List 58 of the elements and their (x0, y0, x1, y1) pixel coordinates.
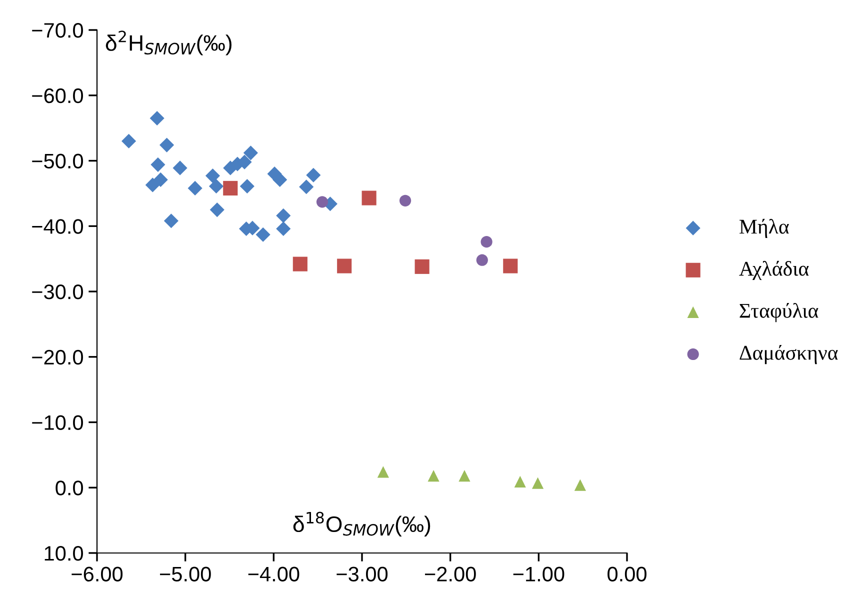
point (476, 254, 488, 266)
x-tick-label: −3.00 (336, 566, 388, 582)
point (299, 180, 314, 194)
point (574, 479, 586, 491)
point (306, 168, 321, 182)
point (514, 476, 526, 488)
point (150, 110, 164, 126)
point (377, 466, 390, 478)
legend-label: Σταφύλια (740, 302, 818, 322)
x-tick-label: −4.00 (248, 566, 300, 582)
point (160, 138, 174, 152)
point (145, 178, 160, 192)
point (223, 180, 238, 196)
y-tick-label: −10.0 (32, 415, 83, 430)
point (150, 157, 166, 172)
y-tick-label: 0.0 (56, 480, 83, 496)
point (164, 214, 178, 228)
point (362, 190, 376, 206)
point (458, 470, 470, 482)
point (153, 172, 168, 187)
point (480, 236, 492, 248)
point (337, 258, 352, 274)
x-axis-title: δ$^{18}$O$_{SMOW}$(‰) (293, 512, 430, 536)
point (188, 180, 202, 196)
point (208, 178, 224, 194)
point (316, 196, 328, 208)
point (256, 227, 270, 242)
legend-label: Μήλα (740, 218, 789, 238)
point (205, 168, 220, 184)
point (272, 172, 288, 187)
x-tick-label: −2.00 (425, 566, 476, 582)
x-tick-label: −1.00 (513, 566, 564, 582)
y-tick-label: −20.0 (32, 350, 83, 365)
point (428, 470, 440, 482)
point (276, 208, 291, 223)
point (172, 160, 188, 176)
point (503, 258, 518, 274)
x-tick-label: −5.00 (160, 566, 211, 582)
point (243, 146, 258, 160)
y-tick-label: −70.0 (32, 23, 83, 38)
point (240, 178, 254, 194)
point (532, 477, 544, 489)
y-tick-label: −60.0 (32, 88, 83, 104)
point (276, 221, 291, 236)
point (122, 134, 136, 148)
x-tick-label: 0.00 (608, 566, 646, 582)
x-tick-label: −6.00 (72, 566, 123, 582)
point (292, 256, 308, 272)
legend-label: Αχλάδια (739, 260, 809, 280)
y-tick-label: −50.0 (32, 154, 83, 169)
point (414, 259, 430, 274)
legend-label: Δαμάσκηνα (740, 344, 838, 364)
y-tick-label: −30.0 (32, 284, 83, 300)
point (399, 194, 412, 206)
y-tick-label: 10.0 (44, 546, 83, 561)
point (210, 202, 224, 218)
y-axis-title: δ$^{2}$H$_{SMOW}$(‰) (106, 30, 232, 56)
y-tick-label: −40.0 (32, 219, 83, 234)
